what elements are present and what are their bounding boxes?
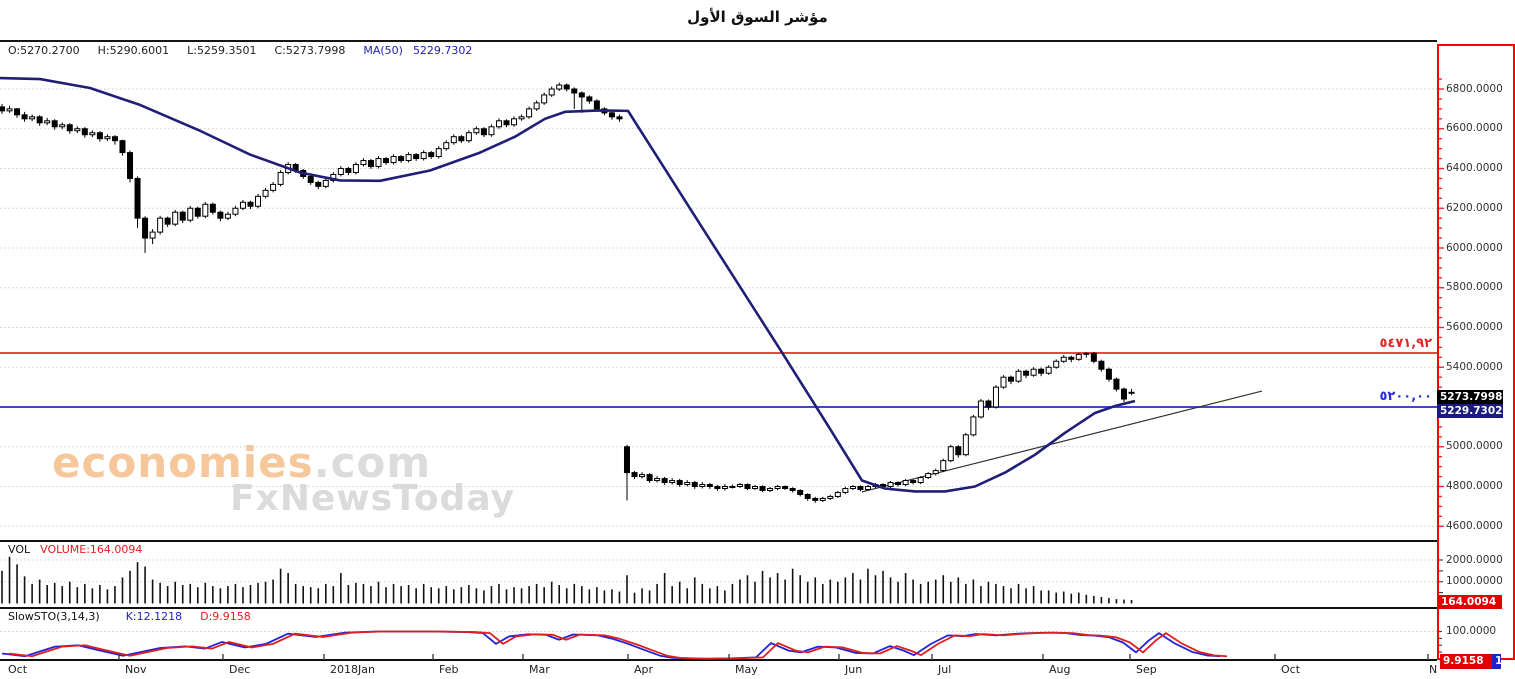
x-axis-month-label: Feb: [439, 663, 459, 676]
volume-axis-label: 1000.0000: [1446, 575, 1503, 588]
volume-value-box: 164.0094: [1438, 595, 1502, 609]
price-axis-label: 5000.0000: [1446, 440, 1503, 453]
x-axis-month-label: Oct: [8, 663, 28, 676]
watermark-brand: economies: [52, 438, 314, 487]
chart-title: مؤشر السوق الأول: [687, 8, 828, 26]
ohlc-info-bar: O:5270.2700 H:5290.6001 L:5259.3501 C:5273.…: [8, 44, 482, 57]
watermark-logo: economies.com: [52, 438, 431, 487]
x-axis-line: [0, 659, 1437, 661]
x-axis-month-label: Sep: [1136, 663, 1157, 676]
volume-pane-header: VOL VOLUME:164.0094: [8, 543, 142, 556]
last-price-box: 5273.7998: [1437, 390, 1503, 404]
stochastic-d-value: D:9.9158: [200, 610, 251, 623]
x-axis-month-label: Dec: [229, 663, 251, 676]
volume-current-value: VOLUME:164.0094: [40, 543, 143, 556]
price-axis-label: 4600.0000: [1446, 519, 1503, 532]
x-axis-month-label: Oct: [1281, 663, 1301, 676]
x-axis-month-label: Mar: [529, 663, 550, 676]
price-axis-label: 6200.0000: [1446, 201, 1503, 214]
ma-price-box: 5229.7302: [1437, 404, 1503, 418]
watermark-subtitle: FxNewsToday: [230, 478, 515, 519]
x-axis-month-label: Jun: [845, 663, 863, 676]
price-axis-label: 6600.0000: [1446, 122, 1503, 135]
high-value: H:5290.6001: [97, 44, 170, 57]
open-value: O:5270.2700: [8, 44, 80, 57]
price-axis-label: 5600.0000: [1446, 321, 1503, 333]
pane-divider-volume[interactable]: [0, 540, 1437, 542]
x-axis-month-label: Aug: [1049, 663, 1071, 676]
support-level-label: ٥٢٠٠,٠٠: [1379, 389, 1432, 404]
volume-pane-label: VOL: [8, 543, 31, 556]
close-value: C:5273.7998: [274, 44, 346, 57]
x-axis-month-label: Apr: [634, 663, 654, 676]
ma-indicator-label: MA(50): [363, 44, 403, 57]
stochastic-pane-header: SlowSTO(3,14,3) K:12.1218 D:9.9158: [8, 610, 251, 623]
x-axis-month-label: 2018Jan: [330, 663, 375, 676]
stochastic-k-value: K:12.1218: [125, 610, 183, 623]
pane-divider-stochastic[interactable]: [0, 607, 1437, 609]
price-axis-label: 5800.0000: [1446, 281, 1503, 294]
sto-d-value-box: 9.9158: [1440, 654, 1492, 669]
price-axis-label: 5400.0000: [1446, 360, 1503, 373]
price-axis-label: 4800.0000: [1446, 480, 1503, 492]
watermark-domain-suffix: .com: [313, 438, 432, 487]
chart-top-border: [0, 40, 1437, 42]
volume-axis-label: 2000.0000: [1446, 553, 1503, 566]
price-axis-label: 6400.0000: [1446, 162, 1503, 174]
low-value: L:5259.3501: [187, 44, 257, 57]
stochastic-indicator-label: SlowSTO(3,14,3): [8, 610, 100, 623]
ma-indicator-value: 5229.7302: [412, 44, 473, 57]
price-axis-label: 6800.0000: [1446, 82, 1503, 95]
sto-axis-label: 100.0000: [1446, 625, 1497, 637]
x-axis-month-label: May: [735, 663, 758, 676]
x-axis-month-label: N: [1429, 663, 1438, 676]
price-axis-label: 6000.0000: [1446, 241, 1503, 254]
resistance-level-label: ٥٤٧١,٩٢: [1379, 336, 1432, 351]
sto-k-value-box: 12.1218: [1492, 654, 1501, 669]
x-axis-month-label: Jul: [938, 663, 952, 676]
price-axis-panel[interactable]: [1437, 44, 1515, 660]
x-axis-month-label: Nov: [125, 663, 147, 676]
